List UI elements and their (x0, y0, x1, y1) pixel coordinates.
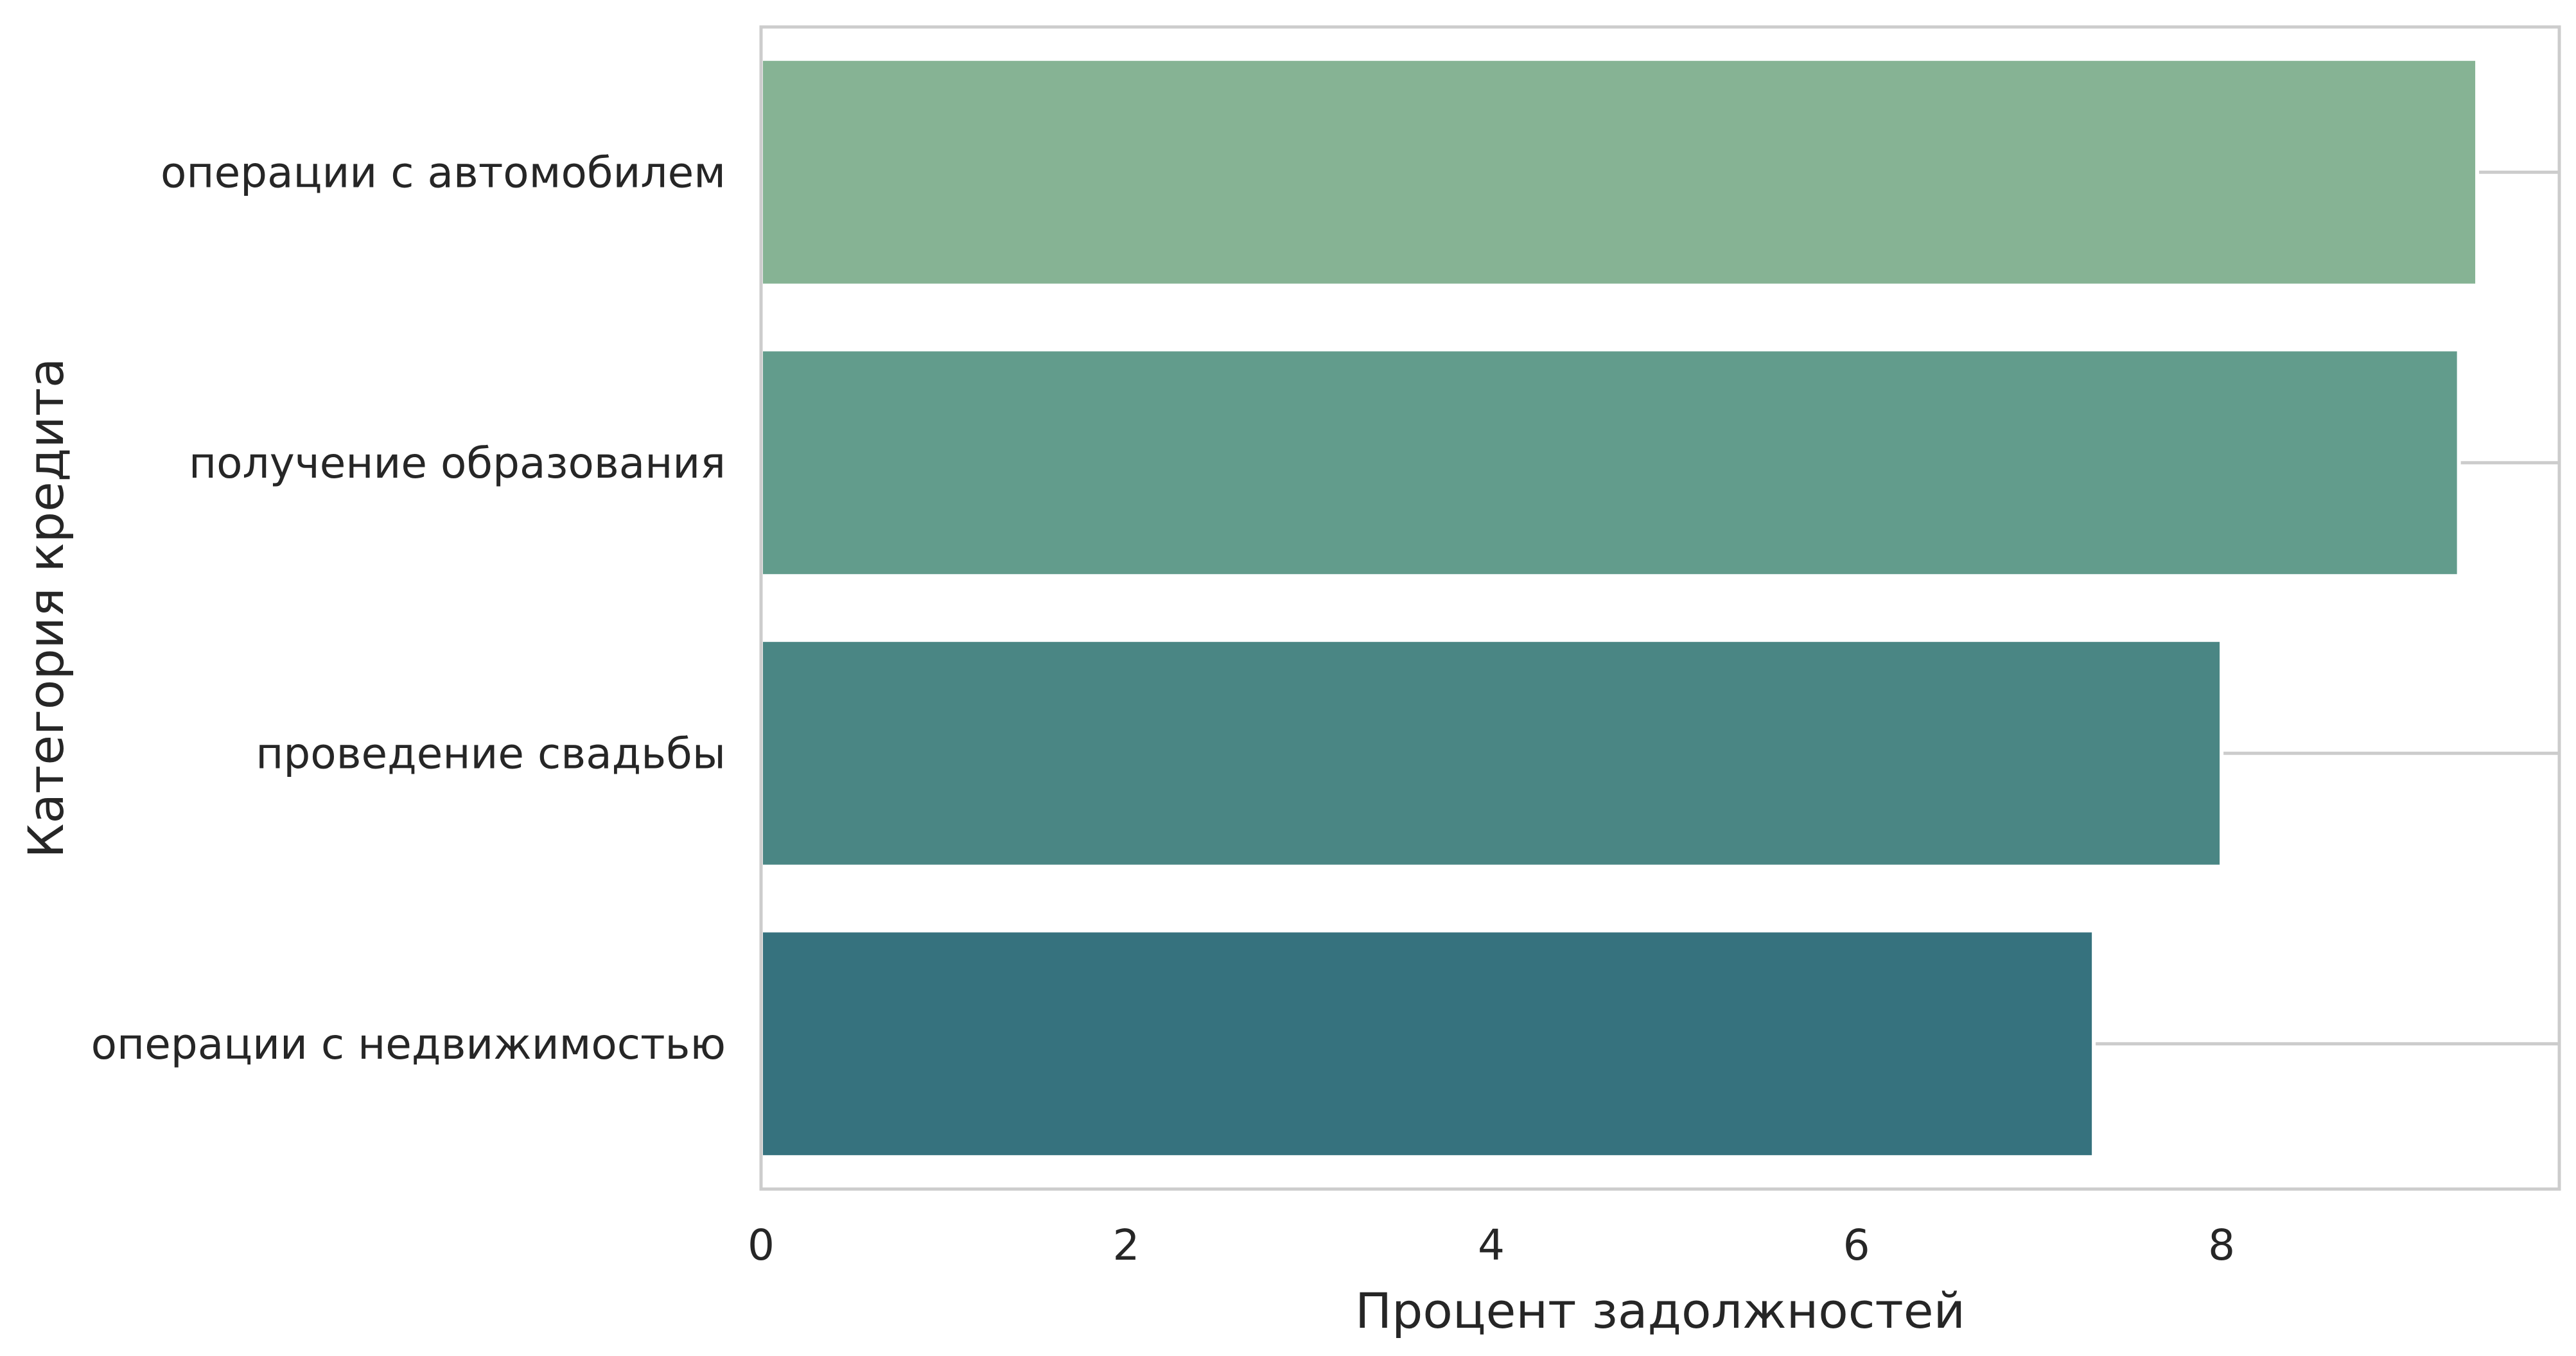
y-tick-label: получение образования (189, 439, 726, 488)
x-tick-label: 6 (1843, 1221, 1870, 1270)
x-tick-label: 0 (748, 1221, 775, 1270)
grid-lines (761, 170, 2559, 1046)
x-axis-title: Процент задолжностей (1355, 1282, 1965, 1339)
x-tick-label: 2 (1113, 1221, 1140, 1270)
bar (759, 928, 2096, 1160)
bar (759, 638, 2224, 869)
y-tick-label: операции с автомобилем (161, 148, 726, 197)
y-tick-label: проведение свадьбы (256, 729, 726, 778)
y-tick-labels: операции с автомобилем получение образова… (91, 148, 726, 1069)
bar (759, 56, 2480, 288)
bars (759, 56, 2480, 1160)
x-tick-label: 8 (2208, 1221, 2235, 1270)
bar (759, 347, 2461, 578)
y-tick-label: операции с недвижимостью (91, 1020, 726, 1069)
x-tick-labels: 0 2 4 6 8 (748, 1221, 2235, 1270)
plot-frame (759, 25, 2561, 1191)
x-tick-label: 4 (1478, 1221, 1505, 1270)
y-axis-title: Категория кредита (17, 358, 74, 858)
